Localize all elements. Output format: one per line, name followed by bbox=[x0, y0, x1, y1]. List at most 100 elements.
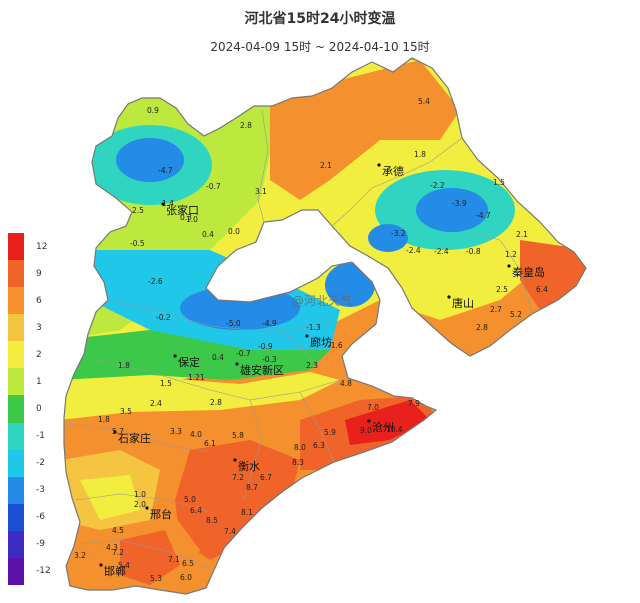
station-value: -4.9 bbox=[262, 319, 277, 328]
station-value: -2.6 bbox=[148, 277, 163, 286]
city-marker bbox=[113, 430, 117, 434]
city-label: 雄安新区 bbox=[240, 363, 284, 377]
station-value: 1.0 bbox=[134, 490, 146, 499]
station-value: -2.4 bbox=[406, 246, 421, 255]
legend-band bbox=[8, 341, 24, 369]
station-value: 5.4 bbox=[418, 97, 430, 106]
station-value: -3.2 bbox=[391, 229, 406, 238]
legend-band bbox=[8, 395, 24, 424]
legend-label: 2 bbox=[36, 349, 42, 360]
station-value: 1.8 bbox=[98, 415, 110, 424]
station-value: 7.4 bbox=[224, 527, 236, 536]
legend-label: -1 bbox=[36, 431, 45, 442]
station-value: 5.9 bbox=[324, 428, 336, 437]
city-label: 衡水 bbox=[238, 460, 260, 473]
legend-label: -9 bbox=[36, 539, 45, 550]
map-subtitle: 2024-04-09 15时 ~ 2024-04-10 15时 bbox=[210, 40, 430, 54]
station-value: 1.4 bbox=[162, 199, 174, 208]
station-value: 2.1 bbox=[320, 161, 332, 170]
station-value: 1.21 bbox=[188, 373, 205, 382]
station-value: 8.0 bbox=[294, 443, 306, 452]
station-value: -4.7 bbox=[476, 211, 491, 220]
city-label: 邢台 bbox=[150, 507, 172, 521]
city-marker bbox=[235, 362, 239, 366]
station-value: 4.5 bbox=[112, 526, 124, 535]
station-value: 2.8 bbox=[240, 121, 252, 130]
station-value: 4.3 bbox=[106, 543, 118, 552]
city-marker bbox=[99, 563, 103, 567]
city-marker bbox=[367, 419, 371, 423]
station-value: -5.0 bbox=[226, 319, 241, 328]
city-label: 沧州 bbox=[372, 420, 394, 434]
station-value: 2.5 bbox=[132, 206, 144, 215]
legend-label: -3 bbox=[36, 485, 45, 496]
city-marker bbox=[161, 202, 165, 206]
city-label: 邯郸 bbox=[104, 564, 126, 578]
station-value: 5.0 bbox=[184, 495, 196, 504]
city-label: 唐山 bbox=[452, 296, 474, 310]
city-marker bbox=[507, 264, 511, 268]
station-value: -1.3 bbox=[306, 323, 321, 332]
legend-band bbox=[8, 503, 24, 532]
station-value: 3.3 bbox=[170, 427, 182, 436]
station-value: -0.3 bbox=[262, 355, 277, 364]
station-value: -0.2 bbox=[156, 313, 171, 322]
station-value: 9.0 bbox=[360, 426, 372, 435]
station-value: 2.7 bbox=[490, 305, 502, 314]
legend-label: 9 bbox=[36, 268, 42, 279]
station-value: -2.2 bbox=[430, 181, 445, 190]
city-label: 廊坊 bbox=[310, 335, 332, 349]
city-marker bbox=[233, 458, 237, 462]
legend-band bbox=[8, 260, 24, 288]
city-marker bbox=[305, 334, 309, 338]
station-value: 0.4 bbox=[202, 230, 214, 239]
station-value: 4.0 bbox=[190, 430, 202, 439]
city-marker bbox=[447, 295, 451, 299]
station-value: 1.0 bbox=[186, 215, 198, 224]
legend-band bbox=[8, 314, 24, 342]
city-marker bbox=[377, 163, 381, 167]
city-label: 秦皇岛 bbox=[512, 265, 545, 279]
legend-band bbox=[8, 557, 24, 586]
station-value: 0.3 bbox=[180, 213, 192, 222]
station-value: 0.0 bbox=[228, 227, 240, 236]
station-value: 2.3 bbox=[306, 361, 318, 370]
station-value: 5.7 bbox=[112, 427, 124, 436]
station-value: -0.5 bbox=[130, 239, 145, 248]
station-value: 1.8 bbox=[414, 150, 426, 159]
station-value: -0.7 bbox=[236, 349, 251, 358]
station-value: 0.9 bbox=[147, 106, 159, 115]
station-value: 8.7 bbox=[246, 483, 258, 492]
legend-label: -6 bbox=[36, 512, 45, 523]
station-value: 6.1 bbox=[204, 439, 216, 448]
legend-label: 0 bbox=[36, 404, 42, 414]
station-value: 3.1 bbox=[255, 187, 267, 196]
station-value: -2.4 bbox=[434, 247, 449, 256]
station-value: 0.4 bbox=[212, 353, 224, 362]
city-label: 保定 bbox=[178, 355, 200, 369]
station-value: 6.4 bbox=[190, 506, 202, 515]
station-value: -3.9 bbox=[452, 199, 467, 208]
station-value: 2.8 bbox=[476, 323, 488, 332]
station-value: 6.4 bbox=[536, 285, 548, 294]
station-value: 6.7 bbox=[260, 473, 272, 482]
watermark: @河北天气 bbox=[292, 294, 353, 308]
station-value: 2.1 bbox=[516, 230, 528, 239]
station-value: 8.3 bbox=[292, 458, 304, 467]
station-value: 7.9 bbox=[408, 399, 420, 408]
legend-band bbox=[8, 287, 24, 315]
color-legend: 12 9 6 3 2 1 0 -1 -2 -3 -6 -9 -12 bbox=[8, 233, 51, 586]
station-value: -0.7 bbox=[206, 182, 221, 191]
legend-band bbox=[8, 476, 24, 505]
station-value: 1.2 bbox=[505, 250, 517, 259]
station-value: 2.4 bbox=[150, 399, 162, 408]
station-value: -1.6 bbox=[328, 341, 343, 350]
station-value: -4.7 bbox=[158, 166, 173, 175]
station-value: 5.4 bbox=[118, 561, 130, 570]
city-marker bbox=[173, 354, 177, 358]
station-value: 3.5 bbox=[120, 407, 132, 416]
station-value: 4.8 bbox=[340, 379, 352, 388]
station-value: 7.0 bbox=[367, 403, 379, 412]
